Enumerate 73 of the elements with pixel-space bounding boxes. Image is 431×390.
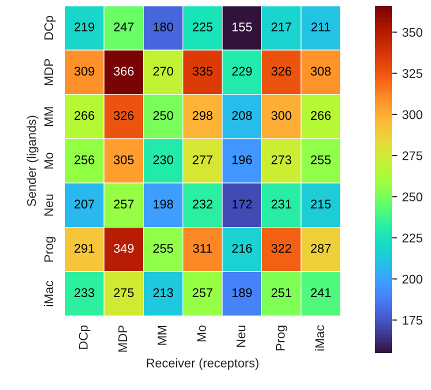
data-label: 308	[310, 66, 331, 76]
data-label: 287	[310, 244, 331, 253]
data-label: 251	[272, 288, 292, 298]
data-label: 349	[114, 244, 134, 253]
color-bar-label: 325	[402, 69, 422, 78]
data-label: 213	[153, 288, 174, 298]
data-label: 241	[310, 288, 331, 297]
x-tick-label: Mo	[197, 325, 206, 342]
data-label: 270	[153, 66, 174, 76]
x-tick-label: DCp	[78, 325, 90, 349]
data-label: 366	[114, 66, 134, 76]
data-label: 232	[192, 200, 212, 209]
data-label: 225	[192, 22, 212, 32]
data-label: 305	[114, 155, 134, 164]
data-label: 309	[74, 66, 94, 76]
y-tick-label: iMac	[44, 280, 54, 306]
data-label: 266	[310, 111, 331, 120]
data-label: 198	[154, 200, 174, 209]
data-label: 250	[153, 111, 174, 120]
data-label: 273	[272, 155, 292, 164]
x-tick-label: iMac	[314, 325, 324, 350]
data-label: 208	[232, 111, 252, 120]
data-label: 231	[272, 200, 292, 209]
data-label: 207	[74, 200, 94, 209]
y-axis-title: Sender (ligands)	[26, 116, 38, 206]
data-label: 180	[154, 22, 174, 32]
data-label: 172	[232, 200, 252, 208]
data-label: 230	[153, 155, 174, 164]
y-tick-label: Neu	[44, 194, 54, 216]
data-label: 215	[310, 200, 331, 209]
data-label: 217	[272, 22, 292, 32]
data-label: 155	[232, 22, 252, 32]
x-tick-label: Prog	[276, 326, 288, 350]
data-label: 257	[114, 200, 134, 209]
data-label: 335	[192, 66, 212, 76]
color-bar-label: 250	[402, 192, 422, 202]
data-label: 300	[271, 111, 292, 120]
data-label: 189	[232, 288, 252, 298]
data-label: 256	[74, 155, 94, 164]
data-label: 275	[114, 288, 134, 298]
color-bar-label: 225	[402, 234, 422, 242]
data-label: 229	[232, 66, 252, 76]
data-label: 247	[114, 22, 134, 32]
x-tick-label: MM	[158, 326, 166, 345]
x-axis-title: Receiver (receptors)	[146, 358, 258, 370]
data-label: 219	[74, 22, 94, 32]
data-label: 233	[74, 288, 94, 298]
data-label: 326	[114, 111, 134, 120]
data-label: 255	[310, 155, 331, 164]
data-label: 277	[192, 155, 212, 164]
data-label: 257	[192, 288, 212, 298]
color-bar-label: 350	[402, 28, 422, 37]
y-tick-label: MDP	[44, 59, 54, 86]
y-tick-label: Prog	[44, 237, 56, 262]
data-label: 266	[74, 111, 94, 120]
color-bar-label: 175	[402, 316, 422, 325]
color-bar-label: 200	[402, 274, 422, 284]
color-bar-label: 300	[402, 110, 422, 120]
data-label: 326	[271, 66, 292, 76]
color-bar-label: 275	[402, 151, 422, 160]
data-label: 322	[271, 244, 292, 253]
y-tick-label: Mo	[44, 152, 54, 169]
data-label: 311	[193, 244, 212, 253]
data-label: 196	[232, 155, 252, 164]
data-label: 298	[192, 111, 212, 120]
x-tick-label: Neu	[236, 326, 246, 347]
y-tick-label: MM	[44, 107, 54, 126]
data-label: 211	[311, 22, 330, 32]
data-label: 216	[232, 244, 252, 253]
data-label: 255	[153, 244, 174, 253]
y-tick-label: DCp	[44, 16, 56, 40]
data-label: 291	[74, 244, 94, 253]
x-tick-label: MDP	[118, 326, 127, 352]
